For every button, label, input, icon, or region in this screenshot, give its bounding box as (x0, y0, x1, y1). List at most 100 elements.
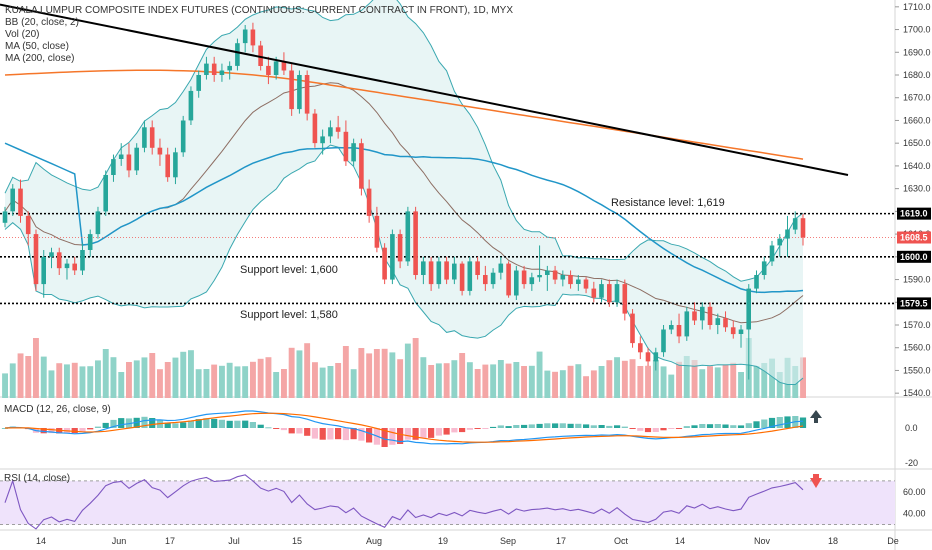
candle-body (56, 252, 62, 269)
macd-histogram-bar (761, 419, 768, 428)
volume-bar (172, 357, 179, 398)
legend-bb[interactable]: BB (20, close, 2) (5, 17, 79, 28)
time-tick-label: 19 (438, 536, 448, 546)
volume-bar (9, 363, 16, 398)
volume-bar (776, 372, 783, 398)
time-tick-label: Nov (754, 536, 771, 546)
volume-bar (211, 364, 218, 398)
macd-histogram-bar (544, 423, 551, 428)
volume-bar (281, 369, 287, 398)
macd-histogram-bar (87, 428, 94, 430)
price-tick-label: 1660.0 (903, 115, 931, 125)
macd-histogram-bar (71, 428, 78, 434)
candle-body (359, 143, 364, 189)
volume-bar (157, 369, 163, 398)
volume-bar (590, 370, 597, 398)
time-tick-label: De (887, 536, 899, 546)
horizontal-levels (0, 212, 895, 305)
candle-body (428, 261, 434, 285)
volume-bar (312, 362, 318, 398)
candle-body (49, 252, 54, 257)
volume-bar (404, 343, 411, 398)
price-tick-label: 1650.0 (903, 138, 931, 148)
macd-label[interactable]: MACD (12, 26, close, 9) (4, 404, 111, 415)
volume-bar (707, 366, 713, 398)
candle-body (382, 247, 387, 280)
macd-histogram-bar (180, 422, 187, 428)
candle-body (242, 29, 248, 44)
macd-histogram-bar (273, 428, 280, 429)
candle-body (405, 211, 411, 262)
macd-histogram-bar (428, 428, 435, 438)
macd-panel: 0.0 -20 (1, 410, 918, 468)
macd-histogram-bar (644, 428, 652, 433)
candle-body (645, 352, 651, 362)
candle-body (351, 143, 356, 162)
macd-histogram-bar (583, 424, 590, 428)
macd-histogram-bar (257, 424, 264, 428)
candle-body (514, 270, 519, 296)
price-tick-label: 1700.0 (903, 25, 931, 35)
price-tick-label: 1590.0 (903, 275, 931, 285)
candle-body (459, 263, 465, 291)
macd-histogram-bar (637, 428, 644, 431)
macd-histogram-bar (768, 417, 776, 428)
candle-body (761, 261, 767, 275)
candle-body (41, 256, 46, 285)
macd-histogram-bar (799, 417, 807, 428)
volume-bar (606, 360, 613, 398)
candle-body (374, 215, 380, 248)
ma50-line (4, 142, 804, 294)
volume-bar (691, 360, 698, 398)
candle-body (599, 284, 604, 298)
macd-histogram-bar (466, 428, 473, 430)
candle-body (576, 279, 581, 284)
candle-body (165, 154, 170, 178)
candle-body (746, 288, 751, 330)
volume-bar (226, 362, 233, 398)
candle-body (25, 215, 31, 235)
legend-ma50[interactable]: MA (50, close) (5, 41, 69, 52)
volume-bar (304, 343, 311, 398)
time-tick-label: 18 (828, 536, 838, 546)
candle-body (173, 152, 178, 178)
candle-body (661, 329, 666, 353)
macd-histogram-bar (614, 425, 621, 428)
volume-bar (342, 346, 349, 398)
macd-histogram-bar (234, 420, 241, 428)
candle-body (320, 136, 325, 144)
volume-bar (435, 363, 442, 398)
macd-histogram-bar (203, 418, 210, 428)
macd-histogram-bar (48, 428, 55, 434)
candle-body (33, 234, 39, 285)
volume-bar (699, 369, 706, 398)
volume-bar (513, 362, 520, 398)
candle-body (80, 250, 85, 271)
descending-trendline[interactable] (0, 3, 849, 176)
time-tick-label: Jun (112, 536, 127, 546)
macd-histogram-bar (1, 428, 9, 429)
legend-vol[interactable]: Vol (20) (5, 29, 39, 40)
bb-lower-line (4, 144, 804, 385)
price-tags: 1619.0 1608.5 1600.0 1579.5 (897, 207, 931, 310)
macd-histogram-bar (218, 419, 225, 428)
arrow-down-icon (810, 478, 822, 488)
signal-line (4, 412, 804, 443)
legend-ma200[interactable]: MA (200, close) (5, 53, 74, 64)
candle-body (777, 238, 782, 246)
volume-bar (420, 357, 427, 398)
volume-bar (234, 366, 241, 398)
volume-bar (149, 353, 156, 398)
macd-histogram-bar (490, 426, 497, 428)
volume-bar (800, 357, 806, 398)
candle-body (638, 343, 643, 353)
candle-body (95, 211, 101, 235)
volume-bar (474, 369, 481, 398)
macd-histogram-bar (280, 428, 287, 431)
time-tick-label: Oct (614, 536, 629, 546)
candle-body (18, 188, 23, 216)
macd-histogram-bar (342, 428, 349, 441)
candle-body (684, 311, 690, 337)
rsi-label[interactable]: RSI (14, close) (4, 473, 70, 484)
